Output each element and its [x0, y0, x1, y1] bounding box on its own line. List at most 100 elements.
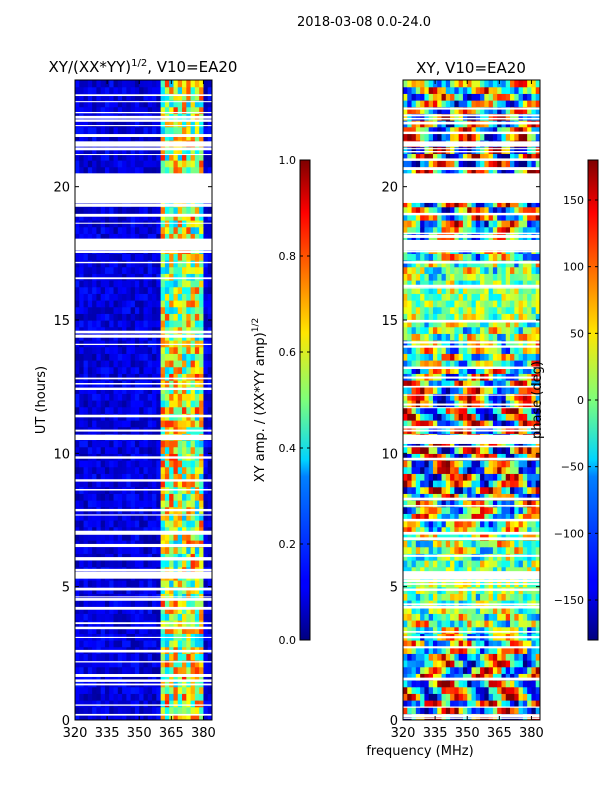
amplitude-heatmap-cell [190, 93, 196, 101]
phase-heatmap-cell [480, 466, 485, 474]
amplitude-heatmap-cell [83, 386, 89, 394]
phase-heatmap-cell [514, 360, 520, 368]
phase-heatmap-cell [411, 380, 417, 388]
amplitude-heatmap-cell [139, 460, 145, 468]
amplitude-heatmap-cell [156, 286, 162, 294]
phase-heatmap-cell [488, 526, 494, 534]
amplitude-heatmap-cell [113, 106, 119, 114]
amplitude-heatmap-cell [100, 326, 106, 334]
phase-heatmap-cell [441, 520, 447, 528]
phase-heatmap-cell [484, 466, 490, 474]
phase-heatmap-cell [407, 526, 413, 534]
amplitude-heatmap-cell [173, 653, 179, 661]
amplitude-heatmap-cell [75, 213, 80, 221]
amplitude-heatmap-cell [194, 466, 200, 474]
amplitude-heatmap-cell [109, 366, 115, 374]
phase-heatmap-cell [492, 393, 498, 401]
amplitude-heatmap-cell [147, 560, 153, 568]
phase-heatmap-cell [501, 640, 507, 648]
amplitude-heatmap-cell [160, 520, 166, 528]
amplitude-heatmap-cell [96, 393, 102, 401]
amplitude-heatmap-cell [207, 480, 212, 488]
phase-heatmap-cell [454, 413, 460, 421]
amplitude-heatmap-cell [160, 160, 166, 168]
amplitude-heatmap-cell [122, 440, 127, 448]
phase-heatmap-cell [432, 473, 438, 481]
amplitude-heatmap-cell [96, 126, 102, 134]
amplitude-heatmap-cell [182, 560, 187, 568]
phase-heatmap-cell [467, 353, 473, 361]
amplitude-heatmap-cell [109, 386, 115, 394]
amplitude-heatmap-cell [147, 306, 153, 314]
phase-heatmap-cell [407, 353, 413, 361]
phase-heatmap-cell [445, 593, 451, 601]
amplitude-heatmap-cell [207, 600, 212, 608]
phase-heatmap-cell [471, 360, 477, 368]
phase-heatmap-cell [535, 486, 540, 494]
amplitude-heatmap-cell [113, 260, 119, 268]
amplitude-heatmap-cell [177, 313, 183, 321]
amplitude-heatmap-cell [207, 226, 212, 234]
amplitude-heatmap-cell [92, 306, 98, 314]
amplitude-heatmap-cell [96, 640, 102, 648]
amplitude-flagged-line [75, 713, 212, 716]
amplitude-heatmap-cell [75, 160, 80, 168]
amplitude-heatmap-cell [139, 686, 145, 694]
amplitude-heatmap-cell [190, 440, 196, 448]
amplitude-heatmap-cell [126, 533, 132, 541]
amplitude-heatmap-cell [182, 660, 187, 668]
amplitude-heatmap-cell [186, 653, 192, 661]
phase-heatmap-cell [488, 346, 494, 354]
amplitude-heatmap-cell [109, 706, 115, 714]
amplitude-heatmap-cell [87, 640, 93, 648]
amplitude-heatmap-cell [92, 126, 98, 134]
phase-heatmap-cell [454, 420, 460, 428]
phase-heatmap-cell [505, 473, 511, 481]
amplitude-heatmap-cell [207, 280, 212, 288]
amplitude-heatmap-cell [177, 200, 183, 208]
amplitude-heatmap-cell [186, 546, 192, 554]
amplitude-heatmap-cell [143, 406, 149, 414]
amplitude-heatmap-cell [173, 473, 179, 481]
amplitude-heatmap-cell [104, 400, 110, 408]
phase-heatmap-cell [484, 620, 490, 628]
amplitude-heatmap-cell [207, 360, 212, 368]
amplitude-heatmap-cell [79, 266, 85, 274]
amplitude-heatmap-cell [117, 500, 123, 508]
phase-heatmap-cell [480, 686, 485, 694]
amplitude-heatmap-cell [117, 606, 123, 614]
amplitude-heatmap-cell [199, 280, 205, 288]
amplitude-heatmap-cell [96, 86, 102, 94]
phase-heatmap-cell [424, 466, 430, 474]
phase-heatmap-cell [432, 513, 438, 521]
amplitude-heatmap-cell [194, 340, 200, 348]
amplitude-heatmap-cell [156, 200, 162, 208]
amplitude-heatmap-cell [109, 526, 115, 534]
amplitude-heatmap-cell [109, 100, 115, 108]
amplitude-heatmap-cell [113, 400, 119, 408]
phase-heatmap-cell [484, 680, 490, 688]
phase-heatmap-cell [492, 460, 498, 468]
amplitude-heatmap-cell [113, 320, 119, 328]
amplitude-heatmap-cell [147, 540, 153, 548]
amplitude-xtick-label: 320 [63, 726, 88, 741]
amplitude-heatmap-cell [164, 480, 170, 488]
amplitude-heatmap-cell [207, 126, 212, 134]
amplitude-heatmap-cell [139, 540, 145, 548]
amplitude-heatmap-cell [117, 166, 123, 174]
phase-heatmap-cell [420, 660, 426, 668]
amplitude-heatmap-cell [156, 686, 162, 694]
amplitude-heatmap-cell [164, 120, 170, 128]
amplitude-heatmap-cell [143, 306, 149, 314]
phase-heatmap-cell [462, 673, 468, 681]
phase-heatmap-cell [501, 346, 507, 354]
amplitude-heatmap-cell [104, 626, 110, 634]
amplitude-heatmap-cell [190, 660, 196, 668]
amplitude-flagged-line [75, 111, 212, 114]
phase-heatmap-cell [467, 660, 473, 668]
amplitude-heatmap-cell [164, 386, 170, 394]
phase-heatmap-cell [428, 500, 434, 508]
amplitude-heatmap-cell [100, 560, 106, 568]
amplitude-heatmap-cell [147, 500, 153, 508]
amplitude-heatmap-cell [147, 606, 153, 614]
